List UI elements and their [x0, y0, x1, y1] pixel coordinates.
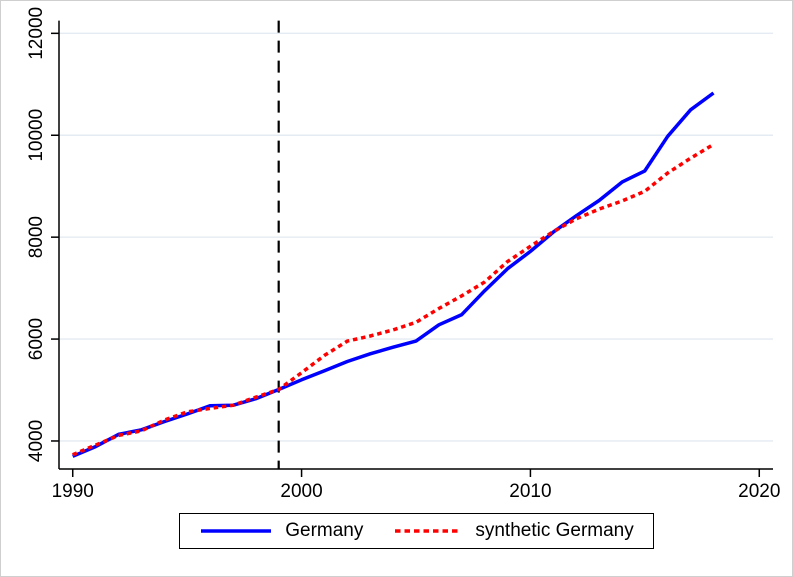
- legend-item-germany: Germany: [199, 520, 363, 542]
- x-tick-label: 2000: [280, 481, 322, 502]
- series-line-synthetic-germany: [72, 142, 715, 457]
- germany-line-swatch: [201, 529, 272, 533]
- legend-item-synthetic-germany: synthetic Germany: [393, 520, 634, 542]
- series-line-germany: [72, 91, 715, 458]
- legend: Germany synthetic Germany: [179, 513, 654, 549]
- synthetic-germany-line-swatch: [395, 529, 462, 533]
- x-tick-label: 2010: [509, 481, 551, 502]
- y-tick-label: 6000: [26, 318, 47, 360]
- x-tick-label: 2020: [738, 481, 780, 502]
- legend-label-germany: Germany: [285, 520, 364, 541]
- y-tick-label: 12000: [26, 7, 47, 60]
- legend-label-synthetic-germany: synthetic Germany: [475, 520, 634, 541]
- y-tick-label: 8000: [26, 216, 47, 258]
- y-tick-label: 4000: [26, 420, 47, 462]
- y-tick-label: 10000: [26, 109, 47, 162]
- x-tick-label: 1990: [52, 481, 94, 502]
